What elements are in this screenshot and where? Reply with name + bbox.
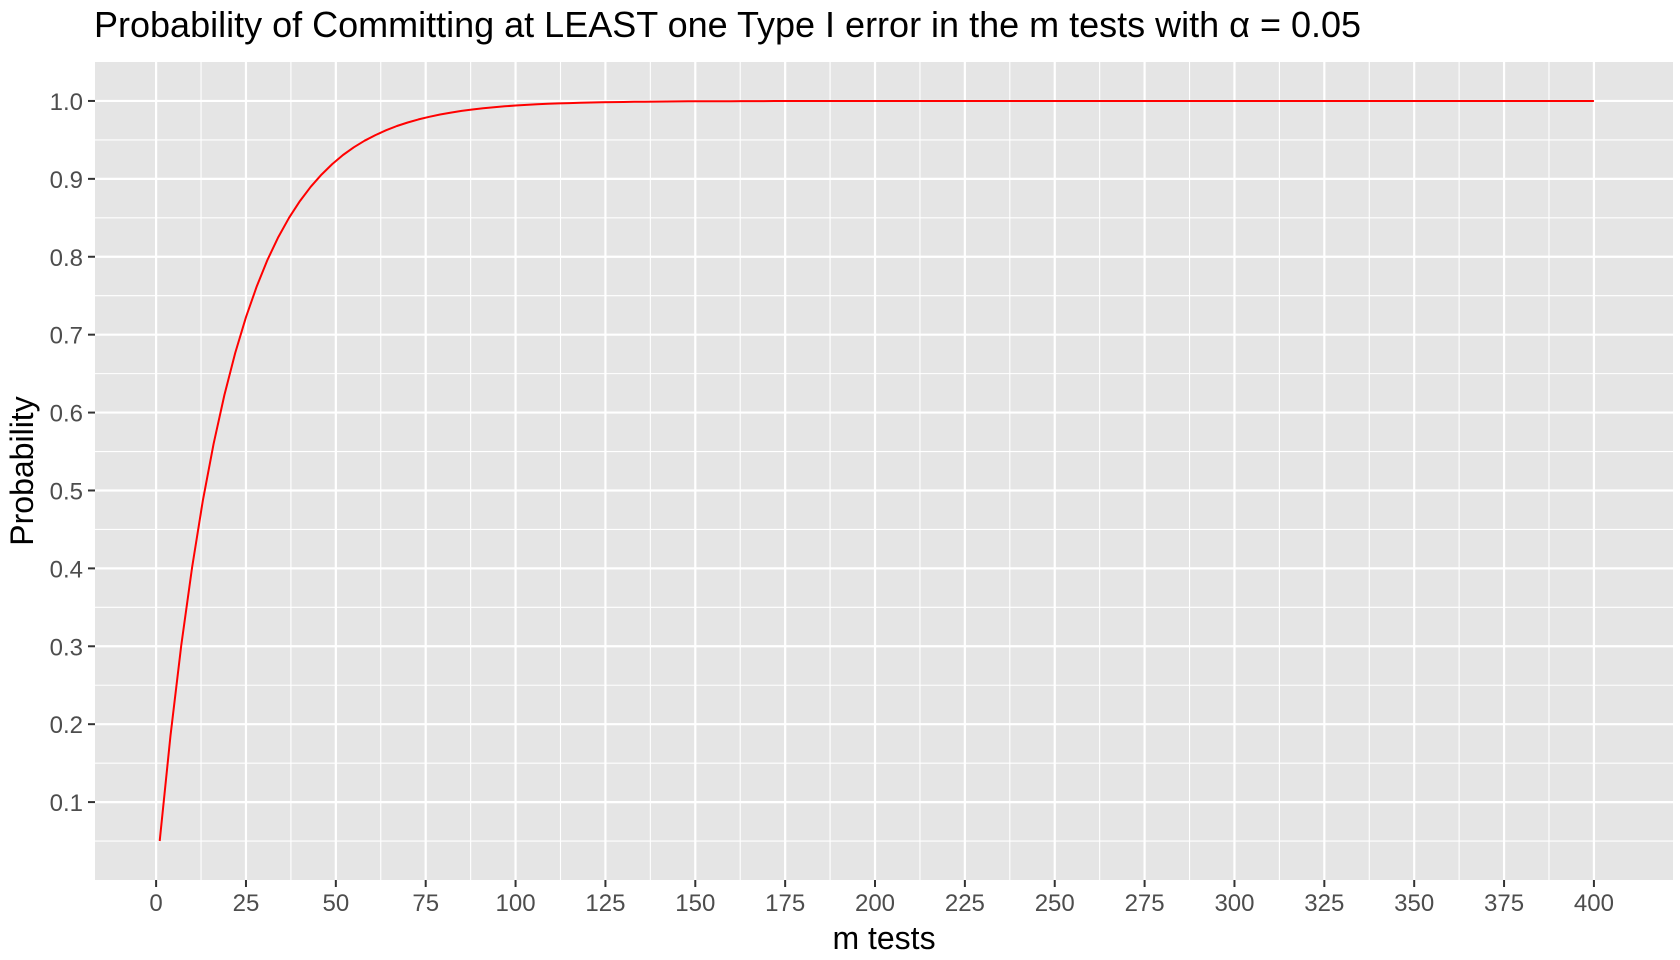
plot-panel bbox=[95, 62, 1673, 880]
y-tick-label: 0.5 bbox=[50, 478, 83, 505]
x-tick-label: 125 bbox=[585, 890, 625, 917]
y-tick-label: 0.9 bbox=[50, 167, 83, 194]
x-tick-label: 25 bbox=[233, 890, 260, 917]
x-tick-label: 200 bbox=[855, 890, 895, 917]
x-tick-label: 275 bbox=[1125, 890, 1165, 917]
x-tick-label: 100 bbox=[496, 890, 536, 917]
major-gridlines bbox=[95, 62, 1673, 880]
y-tick-label: 1.0 bbox=[50, 89, 83, 116]
x-tick-label: 250 bbox=[1035, 890, 1075, 917]
x-tick-label: 375 bbox=[1484, 890, 1524, 917]
x-tick-label: 400 bbox=[1574, 890, 1614, 917]
x-tick-label: 0 bbox=[149, 890, 162, 917]
y-tick-label: 0.4 bbox=[50, 556, 83, 583]
x-tick-label: 150 bbox=[675, 890, 715, 917]
y-tick-label: 0.3 bbox=[50, 634, 83, 661]
y-tick-label: 0.8 bbox=[50, 245, 83, 272]
x-tick-label: 50 bbox=[322, 890, 349, 917]
y-tick-label: 0.1 bbox=[50, 790, 83, 817]
y-tick-label: 0.7 bbox=[50, 323, 83, 350]
minor-gridlines bbox=[95, 62, 1673, 880]
y-axis-ticks: 0.1 0.2 0.3 0.4 0.5 0.6 0.7 0.8 0.9 1.0 bbox=[50, 89, 95, 817]
x-tick-label: 75 bbox=[412, 890, 439, 917]
series-layer bbox=[158, 100, 1594, 842]
x-tick-label: 175 bbox=[765, 890, 805, 917]
x-axis-ticks: 0 25 50 75 100 125 150 175 200 225 250 275 300 325 350… bbox=[149, 880, 1614, 917]
chart-title: Probability of Committing at LEAST one T… bbox=[94, 4, 1362, 45]
y-axis-title: Probability bbox=[4, 396, 40, 545]
x-tick-label: 300 bbox=[1214, 890, 1254, 917]
x-axis-title: m tests bbox=[832, 920, 935, 956]
x-tick-label: 325 bbox=[1304, 890, 1344, 917]
y-tick-label: 0.2 bbox=[50, 712, 83, 739]
x-tick-label: 350 bbox=[1394, 890, 1434, 917]
y-tick-label: 0.6 bbox=[50, 401, 83, 428]
x-tick-label: 225 bbox=[945, 890, 985, 917]
series-line bbox=[158, 100, 1594, 842]
